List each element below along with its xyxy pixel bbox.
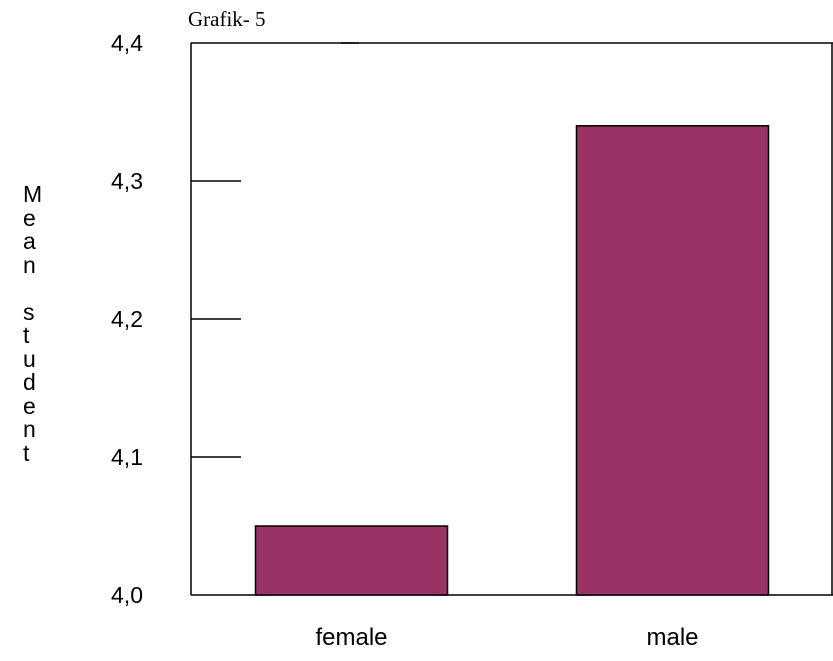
y-tick-label: 4,4 [111, 30, 143, 56]
x-tick-label: male [646, 624, 698, 651]
y-tick-label: 4,2 [111, 306, 143, 332]
y-tick-label: 4,3 [111, 168, 143, 194]
y-tick-label: 4,0 [111, 582, 143, 608]
bar-male [575, 125, 770, 596]
y-axis-label: M e a n s t u d e n t [23, 181, 43, 466]
bar-female [254, 525, 449, 596]
chart-title: Grafik- 5 [188, 7, 266, 31]
y-tick-label: 4,1 [111, 444, 143, 470]
plot-area: 4,0 4,1 4,2 4,3 4,4 female male [111, 30, 833, 651]
x-tick-label: female [315, 624, 387, 651]
